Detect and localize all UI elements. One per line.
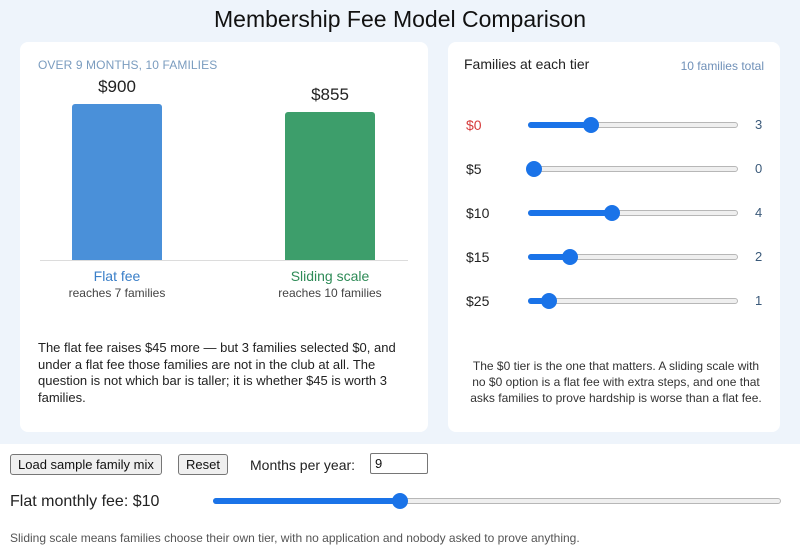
slider-fill <box>528 122 591 128</box>
tier-slider[interactable] <box>528 205 738 221</box>
slider-thumb[interactable] <box>392 493 408 509</box>
reset-button[interactable]: Reset <box>178 454 228 475</box>
tier-slider[interactable] <box>528 117 738 133</box>
top-area: Membership Fee Model Comparison OVER 9 M… <box>0 0 800 444</box>
tier-count: 0 <box>755 161 763 176</box>
slider-fill <box>528 210 612 216</box>
slider-thumb[interactable] <box>604 205 620 221</box>
slider-thumb[interactable] <box>526 161 542 177</box>
bar-reach-label: reaches 7 families <box>68 286 166 300</box>
slider-track <box>528 166 738 172</box>
tier-row: $5 0 <box>448 158 780 182</box>
page-title: Membership Fee Model Comparison <box>214 6 586 32</box>
tier-label: $15 <box>466 249 490 265</box>
slider-fill <box>528 254 570 260</box>
tier-count: 3 <box>755 117 763 132</box>
footnote: Sliding scale means families choose thei… <box>10 531 580 545</box>
comparison-subtitle: OVER 9 MONTHS, 10 FAMILIES <box>38 58 218 72</box>
tier-count: 2 <box>755 249 763 264</box>
slider-thumb[interactable] <box>562 249 578 265</box>
flat-fee-slider[interactable] <box>213 493 781 509</box>
tier-label: $10 <box>466 205 490 221</box>
bar-reach-label: reaches 10 families <box>278 286 382 300</box>
slider-thumb[interactable] <box>541 293 557 309</box>
bar-value-label: $900 <box>98 77 136 96</box>
comparison-card: OVER 9 MONTHS, 10 FAMILIES $900 Flat fee r… <box>20 42 428 432</box>
tiers-total: 10 families total <box>680 59 764 73</box>
tier-slider[interactable] <box>526 161 738 177</box>
tier-row: $10 4 <box>448 202 780 226</box>
comparison-note: The flat fee raises $45 more — but 3 fam… <box>38 340 396 405</box>
tier-row: $0 3 <box>448 114 780 138</box>
tier-count: 4 <box>755 205 763 220</box>
load-sample-button[interactable]: Load sample family mix <box>10 454 162 475</box>
tier-slider[interactable] <box>528 293 738 309</box>
tiers-heading: Families at each tier <box>464 56 590 72</box>
tier-slider[interactable] <box>528 249 738 265</box>
tier-label: $0 <box>466 117 482 133</box>
bar-sliding-scale <box>285 112 375 260</box>
slider-fill <box>213 498 400 504</box>
months-input[interactable] <box>370 453 428 474</box>
bar-flat-fee <box>72 104 162 260</box>
tiers-note: The $0 tier is the one that matters. A s… <box>470 359 762 405</box>
tier-row: $15 2 <box>448 246 780 270</box>
tier-label: $25 <box>466 293 490 309</box>
slider-track <box>528 298 738 304</box>
chart-baseline <box>40 260 408 261</box>
flat-fee-label: Flat monthly fee: $10 <box>10 493 160 510</box>
tier-count: 1 <box>755 293 763 308</box>
tiers-card: Families at each tier 10 families total … <box>448 42 780 432</box>
slider-thumb[interactable] <box>583 117 599 133</box>
tier-row: $25 1 <box>448 290 780 314</box>
bar-category-label: Flat fee <box>93 268 141 284</box>
tier-label: $5 <box>466 161 482 177</box>
slider-fill <box>528 298 549 304</box>
bar-value-label: $855 <box>311 85 349 104</box>
bar-category-label: Sliding scale <box>290 268 370 284</box>
months-label: Months per year: <box>250 457 356 473</box>
